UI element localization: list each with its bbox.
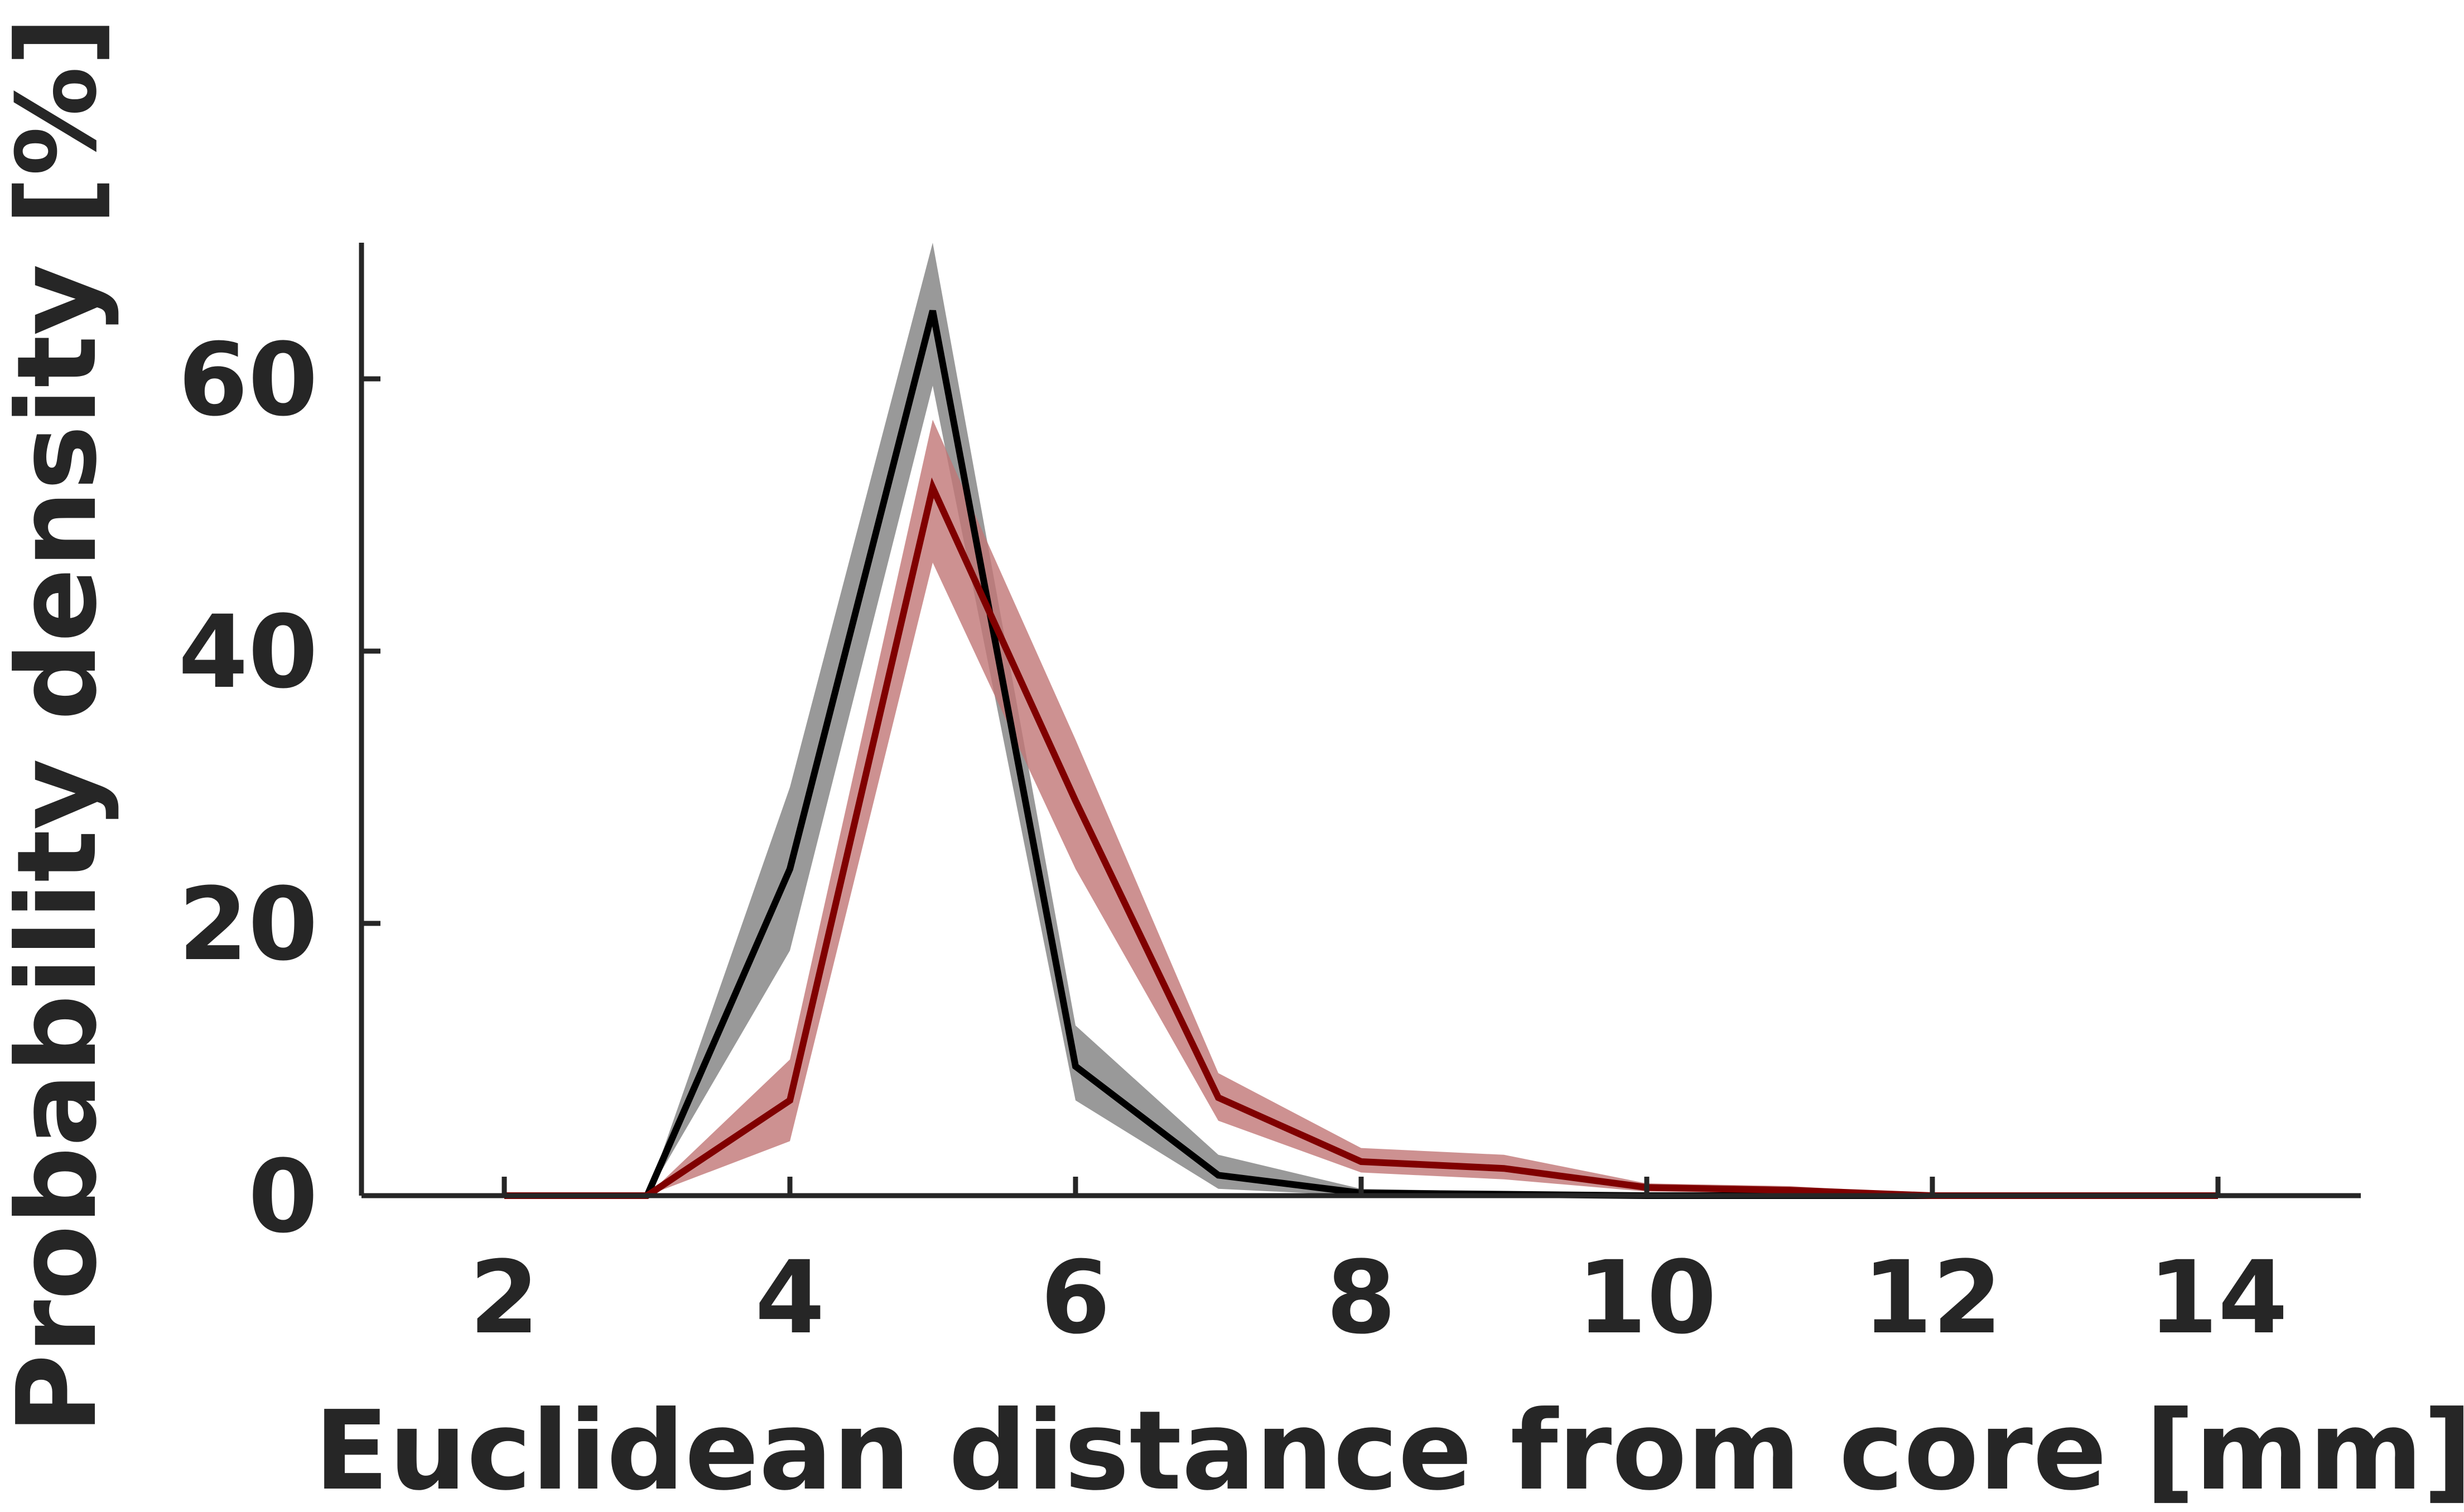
x-tick-label: 2 (469, 1240, 539, 1356)
y-tick-label: 60 (179, 322, 319, 439)
axes (359, 243, 2361, 1198)
ticks: 2 4 6 8 10 12 14 0 20 40 60 (179, 322, 2288, 1356)
series-2-band (504, 420, 2218, 1196)
y-axis-label: Probability density [%] (0, 17, 121, 1434)
y-tick-label: 0 (248, 1139, 318, 1255)
x-tick-label: 6 (1040, 1240, 1110, 1356)
x-tick-label: 8 (1326, 1240, 1396, 1356)
series-1-line (644, 310, 1932, 1199)
y-tick-label: 40 (179, 594, 319, 711)
series-lines (504, 310, 2218, 1199)
x-tick-label: 10 (1577, 1240, 1717, 1356)
x-tick-label: 12 (1863, 1240, 2003, 1356)
y-tick-label: 20 (179, 866, 319, 983)
x-axis-label: Euclidean distance from core [mm] (314, 1388, 2464, 1512)
x-tick-label: 4 (755, 1240, 824, 1356)
confidence-bands (504, 243, 2218, 1196)
x-tick-label: 14 (2148, 1240, 2288, 1356)
series-1-band (647, 243, 1932, 1196)
